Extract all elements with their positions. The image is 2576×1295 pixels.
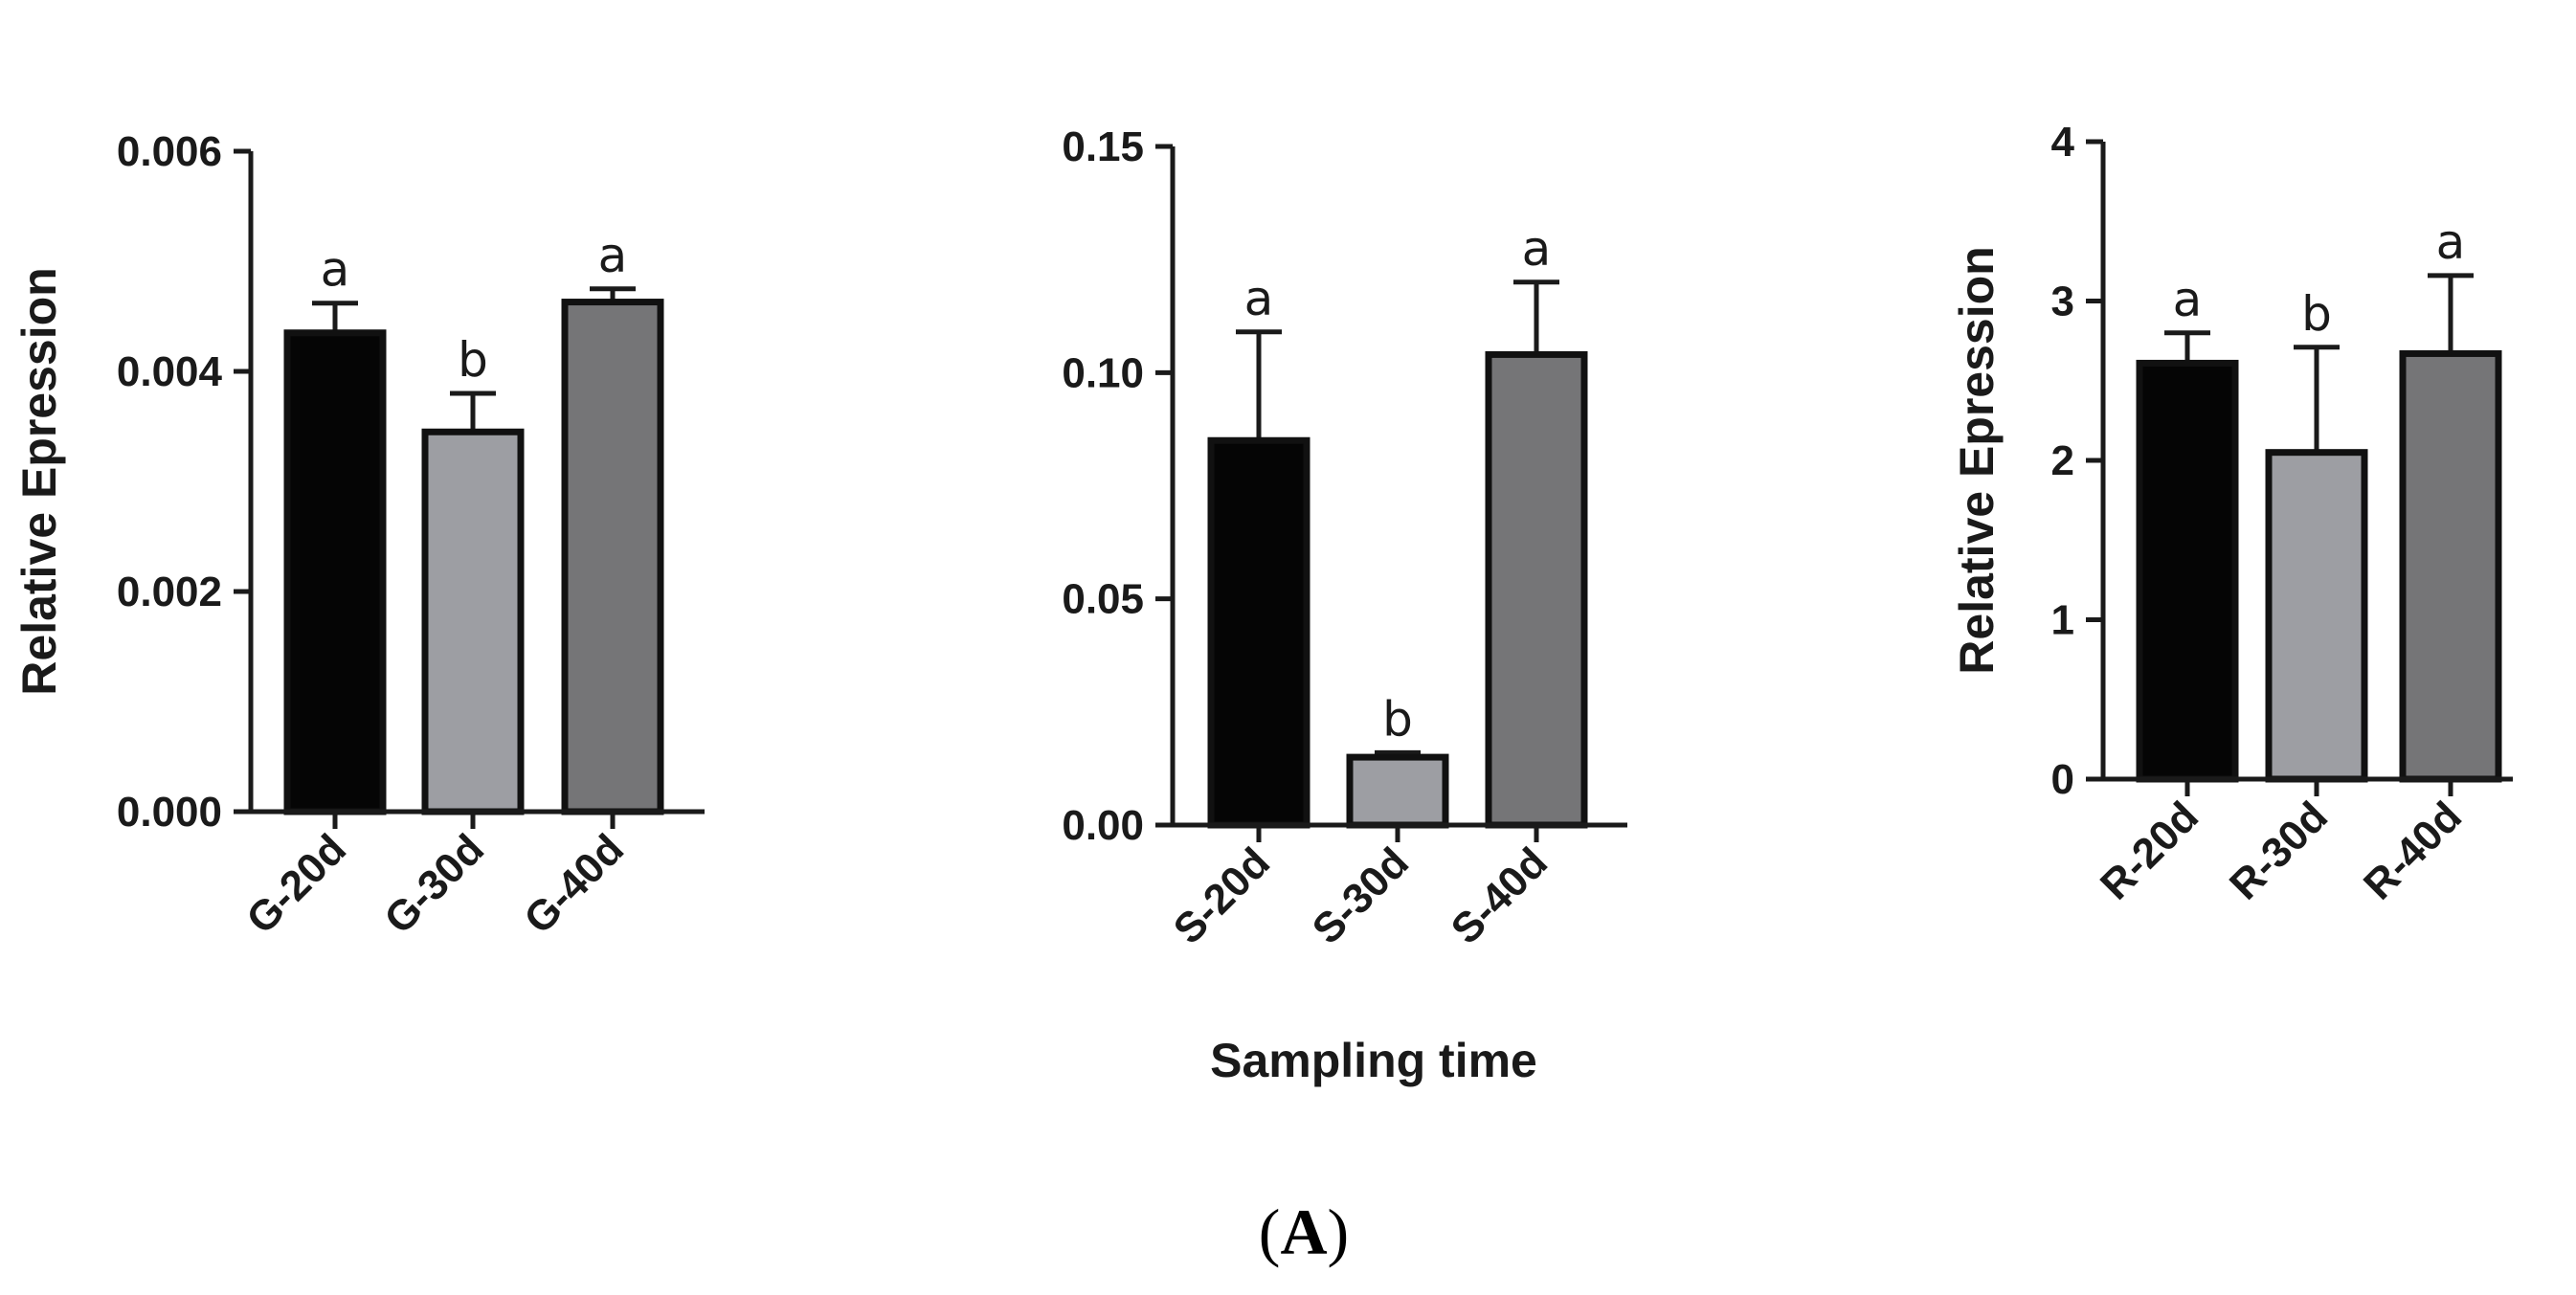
chart-panel-3: a b a 0 1 2 3 4 R-20d R-30d R-40d Relative Epressio… [1950, 119, 2513, 909]
bar-R-30d [2265, 449, 2368, 783]
y-tick-label-0.15: 0.15 [1062, 123, 1144, 170]
panel-label-letter: A [1280, 1195, 1327, 1268]
significance-label-S-20d: a [1244, 271, 1274, 326]
significance-label-G-30d: b [458, 332, 488, 388]
bar-S-40d [1485, 350, 1588, 829]
significance-label-S-30d: b [1382, 691, 1413, 747]
significance-label-S-40d: a [1522, 221, 1552, 277]
y-tick-label-0.002: 0.002 [117, 569, 222, 615]
y-tick-label-3: 3 [2051, 279, 2074, 325]
significance-label-R-40d: a [2436, 214, 2466, 270]
x-tick-label-S-30d: S-30d [1304, 838, 1418, 952]
x-tick-label-R-40d: R-40d [2355, 793, 2471, 908]
bar-G-30d [421, 428, 525, 815]
y-tick-label-4: 4 [2051, 119, 2075, 166]
y-tick-label-0.006: 0.006 [117, 128, 222, 175]
x-tick-label-R-30d: R-30d [2221, 793, 2337, 908]
bar-S-20d [1207, 436, 1310, 829]
bar-R-40d [2399, 349, 2502, 783]
x-tick-label-S-20d: S-20d [1165, 838, 1279, 952]
significance-label-G-40d: a [598, 228, 628, 283]
chart-panel-2: a b a 0.00 0.05 0.10 0.15 S-20d S-30d S-40d [1062, 123, 1627, 953]
panel-label-open: ( [1259, 1195, 1281, 1268]
shared-x-axis-title: Sampling time [1210, 1034, 1537, 1087]
y-tick-label-0.004: 0.004 [117, 348, 223, 395]
y-tick-label-1: 1 [2051, 597, 2074, 644]
panel-label-close: ) [1328, 1195, 1350, 1268]
x-tick-label-G-30d: G-30d [375, 825, 493, 943]
y-tick-label-0.10: 0.10 [1062, 349, 1144, 396]
chart-panel-1: a b a 0.000 0.002 0.004 0.006 G-20d G-30d G-40d Re… [12, 128, 705, 943]
x-tick-label-R-20d: R-20d [2092, 793, 2207, 908]
bar-S-30d [1346, 753, 1449, 829]
y-tick-label-0.000: 0.000 [117, 789, 222, 836]
significance-label-R-20d: a [2173, 272, 2203, 327]
y-tick-label-0.05: 0.05 [1062, 576, 1144, 623]
significance-label-R-30d: b [2301, 286, 2332, 342]
panel-label: (A) [1259, 1195, 1349, 1268]
y-axis-title: Relative Epression [1950, 246, 2004, 674]
bar-G-40d [561, 299, 664, 815]
y-tick-label-2: 2 [2051, 437, 2074, 484]
x-tick-label-G-20d: G-20d [237, 825, 355, 943]
bar-R-20d [2136, 359, 2239, 783]
x-tick-label-G-40d: G-40d [515, 825, 633, 943]
y-tick-label-0.00: 0.00 [1062, 802, 1144, 849]
y-axis-title: Relative Epression [12, 267, 66, 695]
significance-label-G-20d: a [321, 242, 350, 298]
y-tick-label-0: 0 [2051, 756, 2074, 803]
bar-G-20d [283, 329, 387, 815]
x-tick-label-S-40d: S-40d [1443, 838, 1557, 952]
